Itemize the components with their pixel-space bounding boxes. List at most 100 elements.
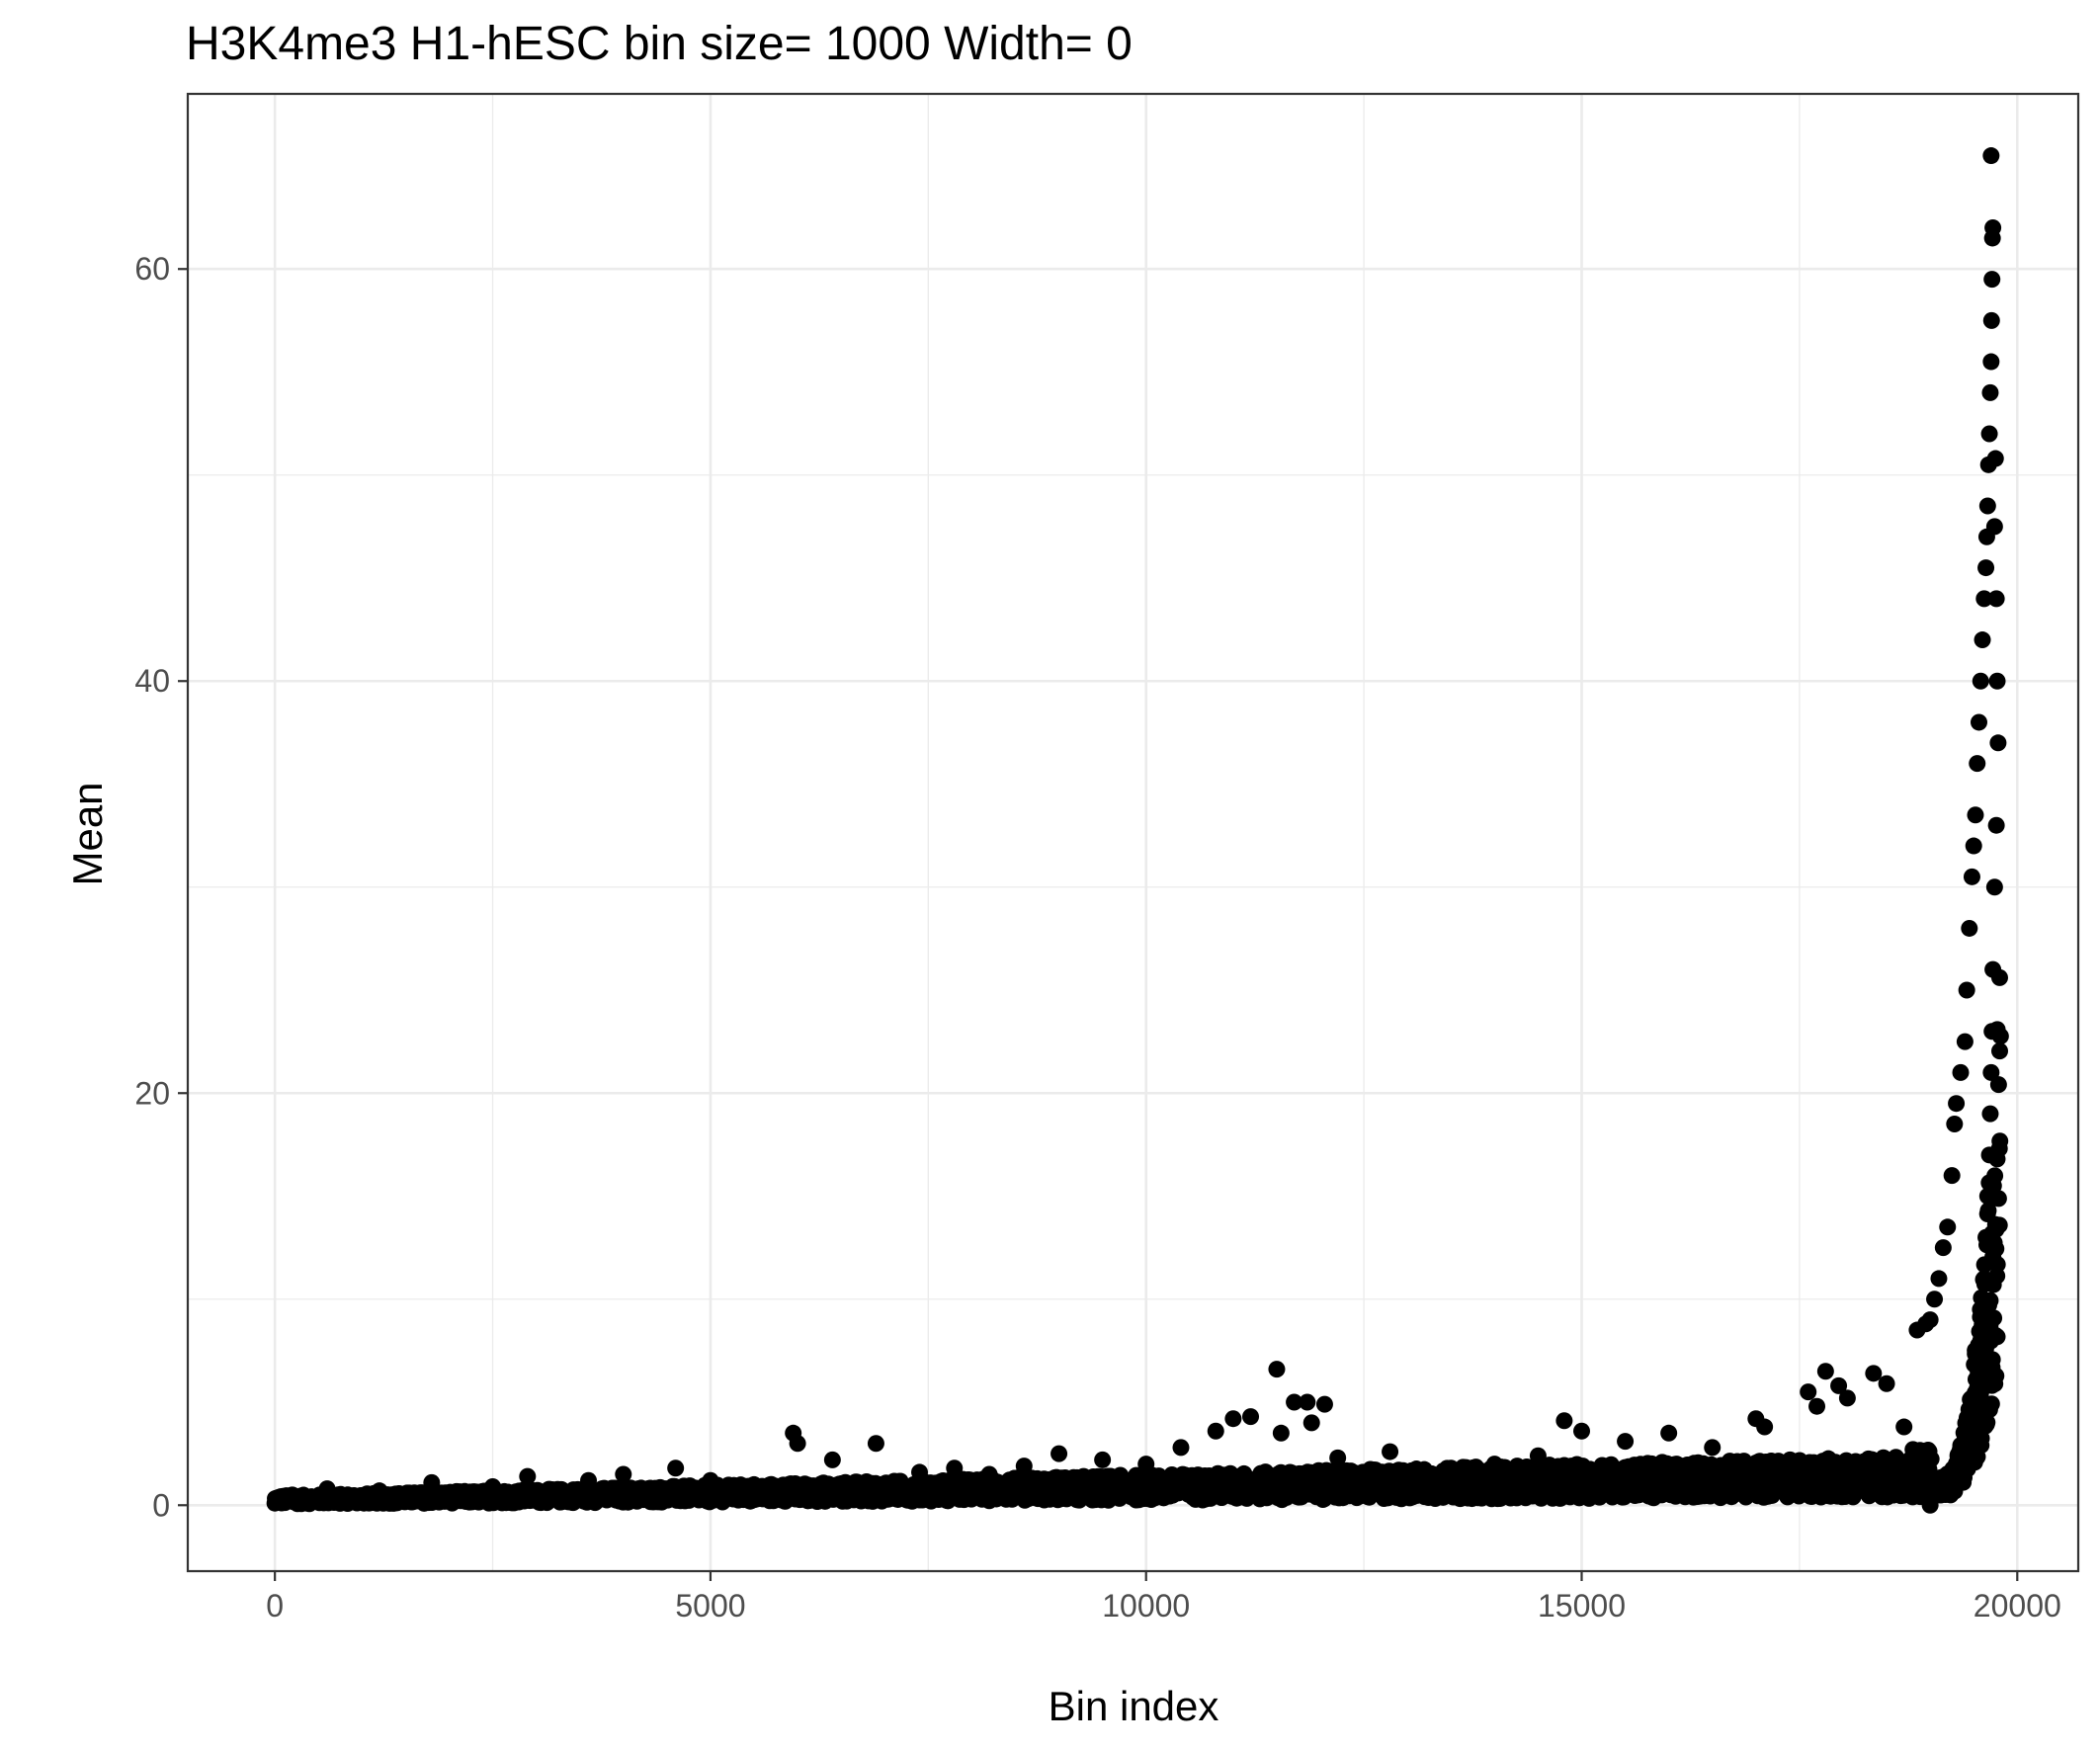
- data-point: [1984, 219, 2002, 237]
- data-point: [1704, 1439, 1722, 1457]
- gridlines: [188, 94, 2078, 1571]
- data-point: [1573, 1422, 1591, 1440]
- data-point: [1977, 1415, 1995, 1433]
- data-point: [1958, 981, 1975, 999]
- data-point: [1800, 1383, 1817, 1401]
- data-point: [1988, 672, 2006, 690]
- x-tick-label: 0: [266, 1588, 284, 1624]
- axis-ticks: 0 5000 10000 15000 20000 0 20 40 60: [134, 251, 2060, 1624]
- data-point: [1982, 353, 2000, 371]
- data-point: [1990, 968, 2008, 986]
- data-point: [1172, 1439, 1190, 1457]
- data-point: [1963, 868, 1980, 885]
- data-point: [615, 1465, 632, 1483]
- data-points: [266, 147, 2009, 1514]
- data-point: [1865, 1365, 1883, 1382]
- data-point: [1921, 1311, 1939, 1329]
- data-point: [1988, 1256, 2006, 1274]
- data-point: [1242, 1408, 1260, 1426]
- data-point: [1952, 1063, 1970, 1081]
- data-point: [1975, 590, 1993, 608]
- data-point: [1922, 1450, 1940, 1467]
- data-point: [1979, 1202, 1997, 1219]
- data-point: [1895, 1418, 1913, 1436]
- y-tick-label: 20: [134, 1075, 170, 1111]
- data-point: [1939, 1218, 1957, 1236]
- data-point: [1948, 1095, 1966, 1113]
- data-point: [1967, 806, 1984, 824]
- data-point: [1982, 147, 2000, 165]
- data-point: [1816, 1363, 1834, 1380]
- data-point: [1985, 518, 2003, 536]
- data-point: [1985, 1309, 2003, 1327]
- data-point: [1946, 1116, 1964, 1133]
- data-point: [1982, 1395, 2000, 1413]
- data-point: [1977, 559, 1995, 577]
- data-point: [1972, 672, 1989, 690]
- data-point: [1989, 1190, 2007, 1208]
- data-point: [1878, 1375, 1895, 1392]
- data-point: [1224, 1410, 1242, 1428]
- data-point: [1961, 919, 1978, 937]
- data-point: [823, 1451, 841, 1468]
- data-point: [1315, 1395, 1333, 1413]
- x-tick-label: 20000: [1974, 1588, 2061, 1624]
- data-point: [1981, 1105, 1999, 1123]
- data-point: [1991, 1132, 2009, 1150]
- data-point: [1965, 837, 1982, 855]
- data-point: [1934, 1239, 1952, 1257]
- data-point: [1382, 1443, 1399, 1460]
- data-point: [1207, 1422, 1224, 1440]
- data-point: [1974, 631, 1991, 649]
- data-point: [1983, 271, 2001, 289]
- data-point: [1926, 1291, 1944, 1308]
- data-point: [1969, 755, 1986, 773]
- y-tick-label: 60: [134, 251, 170, 287]
- data-point: [1987, 816, 2005, 834]
- data-point: [1050, 1445, 1068, 1462]
- data-point: [667, 1459, 685, 1477]
- data-point: [1286, 1393, 1303, 1411]
- data-point: [1988, 1328, 2006, 1346]
- y-tick-label: 40: [134, 663, 170, 699]
- data-point: [1329, 1449, 1347, 1466]
- data-point: [1617, 1433, 1635, 1451]
- data-point: [1094, 1451, 1112, 1468]
- data-point: [1990, 1216, 2008, 1234]
- data-point: [1978, 497, 1996, 515]
- data-point: [1838, 1389, 1856, 1407]
- data-point: [1302, 1414, 1320, 1432]
- data-point: [519, 1467, 537, 1485]
- data-point: [1808, 1397, 1826, 1415]
- data-point: [1991, 1042, 2009, 1060]
- y-axis-title: Mean: [64, 782, 111, 885]
- data-point: [1981, 383, 1999, 401]
- data-point: [1971, 713, 1988, 731]
- chart-title: H3K4me3 H1-hESC bin size= 1000 Width= 0: [186, 18, 1133, 70]
- data-point: [1989, 734, 2007, 752]
- data-point: [1930, 1270, 1948, 1288]
- x-axis-title: Bin index: [1049, 1683, 1219, 1729]
- data-point: [1272, 1424, 1290, 1442]
- data-point: [1991, 1028, 2009, 1045]
- x-tick-label: 5000: [675, 1588, 745, 1624]
- data-point: [1660, 1424, 1678, 1442]
- data-point: [1956, 1033, 1974, 1050]
- data-point: [1986, 1167, 2004, 1185]
- data-point: [867, 1435, 884, 1453]
- data-point: [1986, 450, 2004, 467]
- x-tick-label: 10000: [1102, 1588, 1190, 1624]
- data-point: [1989, 1076, 2007, 1094]
- data-point: [1299, 1393, 1316, 1411]
- data-point: [1982, 1063, 2000, 1081]
- data-point: [1980, 425, 1998, 443]
- data-point: [1830, 1376, 1848, 1394]
- y-tick-label: 0: [152, 1487, 170, 1523]
- data-point: [1985, 878, 2003, 896]
- data-point: [1268, 1361, 1286, 1378]
- data-point: [1943, 1167, 1961, 1185]
- x-tick-label: 15000: [1538, 1588, 1626, 1624]
- data-point: [1987, 1367, 2005, 1384]
- data-point: [1987, 1240, 2005, 1258]
